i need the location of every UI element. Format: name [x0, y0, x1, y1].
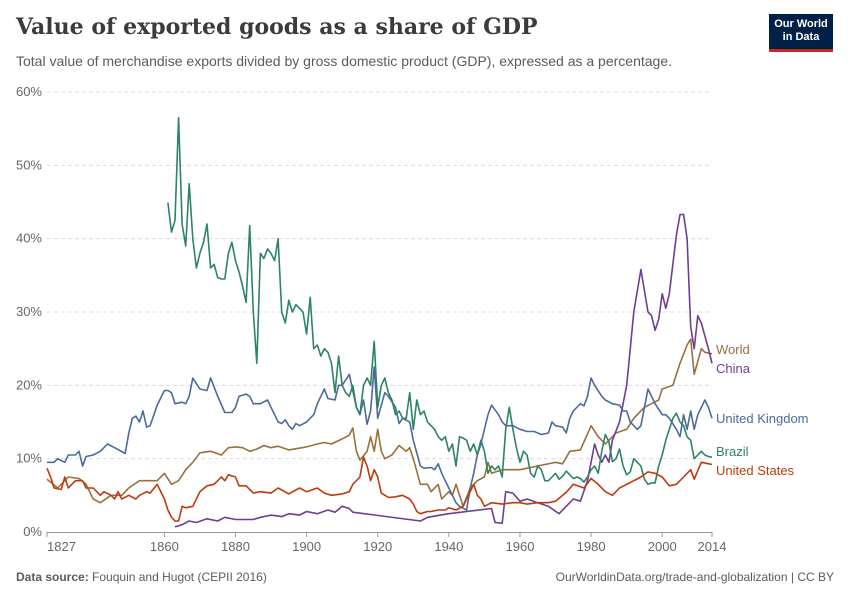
series-line-united-kingdom	[47, 366, 713, 511]
series-line-united-states	[46, 456, 713, 522]
source-label: Data source:	[16, 570, 89, 584]
x-tick-label: 1960	[506, 539, 535, 554]
chart-subtitle: Total value of merchandise exports divid…	[16, 53, 672, 69]
footer-source: Data source: Fouquin and Hugot (CEPII 20…	[16, 570, 267, 584]
x-tick-label: 2014	[698, 539, 727, 554]
x-tick-label: 2000	[648, 539, 677, 554]
series-labels: World China United Kingdom Brazil United Sta…	[716, 342, 809, 478]
series-label-united-kingdom: United Kingdom	[716, 411, 809, 426]
y-tick-label: 50%	[16, 157, 42, 172]
y-tick-label: 40%	[16, 231, 42, 246]
series-label-world: World	[716, 342, 750, 357]
footer-url-license[interactable]: OurWorldinData.org/trade-and-globalizati…	[555, 570, 834, 584]
series-label-china: China	[716, 361, 751, 376]
x-tick-label: 1900	[292, 539, 321, 554]
series-label-united-states: United States	[716, 463, 795, 478]
y-tick-label: 0%	[23, 524, 42, 539]
x-tick-label: 1980	[577, 539, 606, 554]
series-line-world	[46, 338, 713, 508]
x-tick-label: 1940	[434, 539, 463, 554]
logo-text: Our World in Data	[774, 18, 828, 43]
y-axis-ticks: 0% 10% 20% 30% 40% 50% 60%	[16, 84, 42, 539]
y-tick-label: 30%	[16, 304, 42, 319]
x-tick-label: 1880	[221, 539, 250, 554]
x-tick-label: 1860	[150, 539, 179, 554]
x-tick-label: 1920	[363, 539, 392, 554]
y-gridlines	[47, 91, 712, 460]
x-axis: 1827 1860 1880 1900 1920 1940 1960 1980 2000 2014	[46, 532, 727, 554]
series-line-china	[174, 213, 713, 528]
owid-logo[interactable]: Our World in Data	[769, 14, 833, 52]
source-text: Fouquin and Hugot (CEPII 2016)	[92, 570, 267, 584]
y-tick-label: 20%	[16, 377, 42, 392]
series-lines	[46, 116, 713, 528]
chart-title: Value of exported goods as a share of GD…	[16, 14, 538, 40]
series-label-brazil: Brazil	[716, 444, 749, 459]
y-tick-label: 60%	[16, 84, 42, 99]
series-line-brazil	[167, 116, 713, 486]
x-tick-label: 1827	[47, 539, 76, 554]
y-tick-label: 10%	[16, 451, 42, 466]
